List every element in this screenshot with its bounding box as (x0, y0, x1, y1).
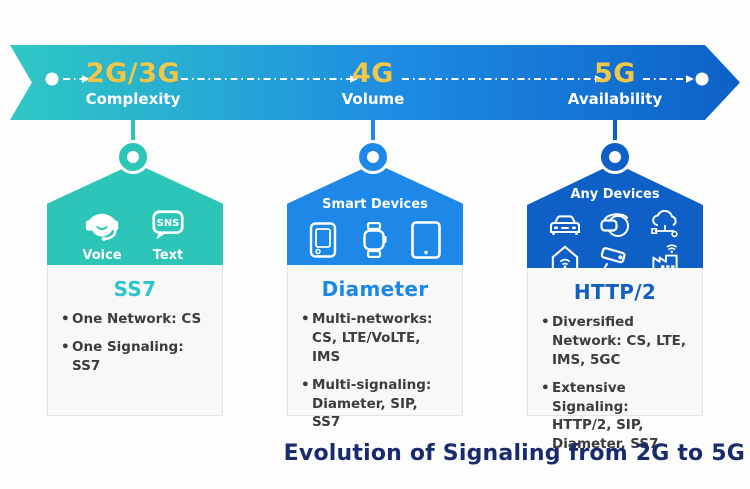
page-title: Evolution of Signaling from 2G to 5G (283, 441, 745, 466)
tablet-icon (411, 221, 441, 259)
card-ss7-bullet: One Signaling: SS7 (61, 338, 209, 376)
card-ss7-bullet: One Network: CS (61, 310, 209, 329)
voice-label: Voice (82, 248, 122, 263)
text-label: Text (152, 248, 184, 263)
text-icon-block: SNS Text (146, 207, 190, 263)
connector-line-5g (613, 120, 617, 145)
card-http2-bullet: Diversified Network: CS, LTE, IMS, 5GC (541, 313, 689, 370)
card-diameter-header-label: Smart Devices (322, 197, 428, 212)
sns-text-icon: SNS (152, 210, 184, 240)
card-diameter-bullet: Multi-signaling: Diameter, SIP, SS7 (301, 376, 449, 433)
connector-ring-2g3g (119, 143, 147, 171)
smartphone-icon (309, 222, 337, 258)
card-diameter-body: Diameter Multi-networks: CS, LTE/VoLTE, … (287, 265, 463, 430)
smart-factory-icon (652, 244, 678, 268)
card-ss7-title: SS7 (113, 277, 157, 301)
voice-headset-icon (85, 213, 119, 241)
milestone-2g3g: 2G/3G Complexity (53, 60, 213, 107)
card-http2-body: HTTP/2 Diversified Network: CS, LTE, IMS… (527, 268, 703, 452)
card-http2-bullet: Extensive Signaling: HTTP/2, SIP, Diamet… (541, 379, 689, 455)
connector-line-2g3g (131, 120, 135, 145)
card-diameter-bullet: Multi-networks: CS, LTE/VoLTE, IMS (301, 310, 449, 367)
smart-home-icon (551, 245, 579, 268)
milestone-sublabel: Availability (567, 90, 663, 108)
connector-ring-4g (359, 143, 387, 171)
card-ss7-body: SS7 One Network: CS One Signaling: SS7 (47, 265, 223, 416)
smartwatch-icon (363, 222, 387, 258)
voice-icon-block: Voice (80, 207, 124, 263)
milestone-label: 2G/3G (85, 58, 181, 89)
milestone-sublabel: Complexity (85, 90, 181, 108)
milestone-label: 4G (352, 58, 394, 89)
car-icon (550, 215, 580, 235)
timeline-dashed-arrow (45, 72, 709, 86)
milestone-sublabel: Volume (341, 90, 405, 108)
card-http2-header-label: Any Devices (570, 187, 660, 202)
milestone-4g: 4G Volume (293, 60, 453, 107)
timeline-banner: 2G/3G Complexity 4G Volume 5G Availabili… (10, 45, 740, 120)
card-http2-title: HTTP/2 (573, 280, 657, 304)
vr-headset-icon (599, 212, 629, 237)
connector-line-4g (371, 120, 375, 145)
card-http2-header: Any Devices (527, 163, 703, 268)
svg-text:SNS: SNS (157, 218, 180, 229)
card-diameter-header: Smart Devices (287, 163, 463, 265)
cloud-network-icon (651, 210, 678, 238)
card-ss7: Voice SNS Text SS7 One Network: CS One S… (47, 163, 223, 416)
card-ss7-header: Voice SNS Text (47, 163, 223, 265)
card-http2: Any Devices (527, 163, 703, 452)
card-diameter-title: Diameter (321, 277, 429, 301)
card-diameter: Smart Devices Dia (287, 163, 463, 430)
connector-ring-5g (601, 143, 629, 171)
milestone-label: 5G (594, 58, 636, 89)
cctv-camera-icon (598, 246, 626, 268)
milestone-5g: 5G Availability (535, 60, 695, 107)
